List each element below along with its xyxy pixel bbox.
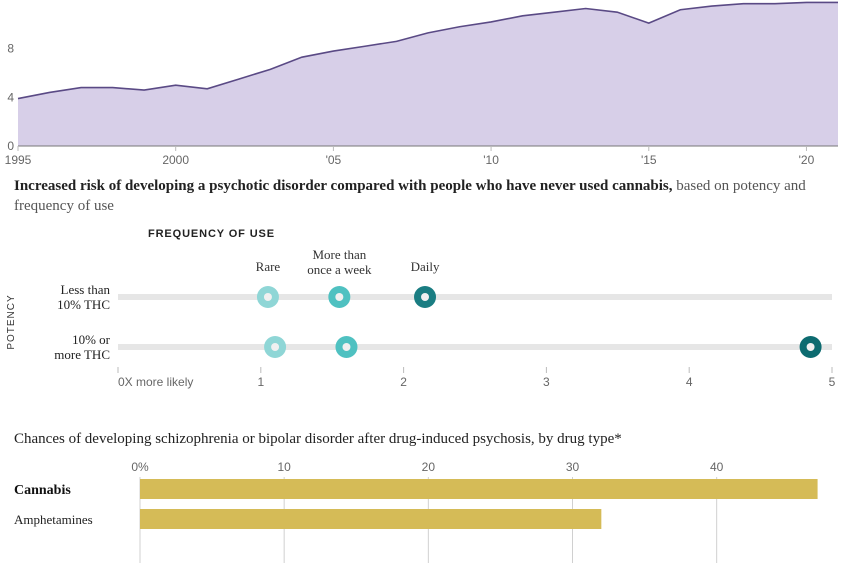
svg-text:10% or: 10% or [72, 332, 111, 347]
svg-text:2000: 2000 [162, 153, 189, 167]
svg-text:0X more likely: 0X more likely [118, 375, 193, 389]
svg-text:1995: 1995 [5, 153, 32, 167]
svg-text:8: 8 [7, 42, 14, 56]
svg-text:4: 4 [7, 90, 14, 104]
svg-text:Cannabis: Cannabis [14, 483, 71, 498]
svg-text:5: 5 [829, 375, 836, 389]
svg-text:'20: '20 [799, 153, 815, 167]
svg-text:1: 1 [257, 375, 264, 389]
svg-text:Daily: Daily [411, 259, 440, 274]
svg-text:2: 2 [400, 375, 407, 389]
svg-text:Amphetamines: Amphetamines [14, 512, 93, 527]
svg-text:3: 3 [543, 375, 550, 389]
svg-text:0%: 0% [131, 460, 149, 474]
bar-chart-title: Chances of developing schizophrenia or b… [14, 429, 836, 449]
risk-title-bold: Increased risk of developing a psychotic… [14, 178, 673, 194]
svg-text:10% THC: 10% THC [57, 297, 110, 312]
svg-text:0: 0 [7, 139, 14, 153]
svg-text:30: 30 [566, 460, 580, 474]
svg-text:FREQUENCY OF USE: FREQUENCY OF USE [148, 228, 275, 240]
svg-text:Less than: Less than [61, 282, 111, 297]
svg-text:Rare: Rare [256, 259, 281, 274]
svg-text:'10: '10 [483, 153, 499, 167]
bar-title: Chances of developing schizophrenia or b… [14, 431, 622, 447]
svg-text:10: 10 [277, 460, 291, 474]
svg-text:40: 40 [710, 460, 724, 474]
risk-chart: FREQUENCY OF USE POTENCY Less than10% THC 1… [0, 221, 850, 421]
svg-text:more THC: more THC [54, 347, 110, 362]
svg-text:POTENCY: POTENCY [6, 294, 17, 349]
area-chart: 0 4 8 1995 2000 '05 '10 '15 '20 [0, 0, 850, 168]
svg-text:'05: '05 [326, 153, 342, 167]
risk-chart-title: Increased risk of developing a psychotic… [14, 176, 836, 217]
svg-text:More than: More than [312, 247, 366, 262]
svg-text:20: 20 [422, 460, 436, 474]
bar-chart: 0% 10 20 30 40 Cannabis Amphetamines [0, 453, 850, 563]
svg-text:4: 4 [686, 375, 693, 389]
svg-text:'15: '15 [641, 153, 657, 167]
svg-text:once a week: once a week [307, 262, 372, 277]
